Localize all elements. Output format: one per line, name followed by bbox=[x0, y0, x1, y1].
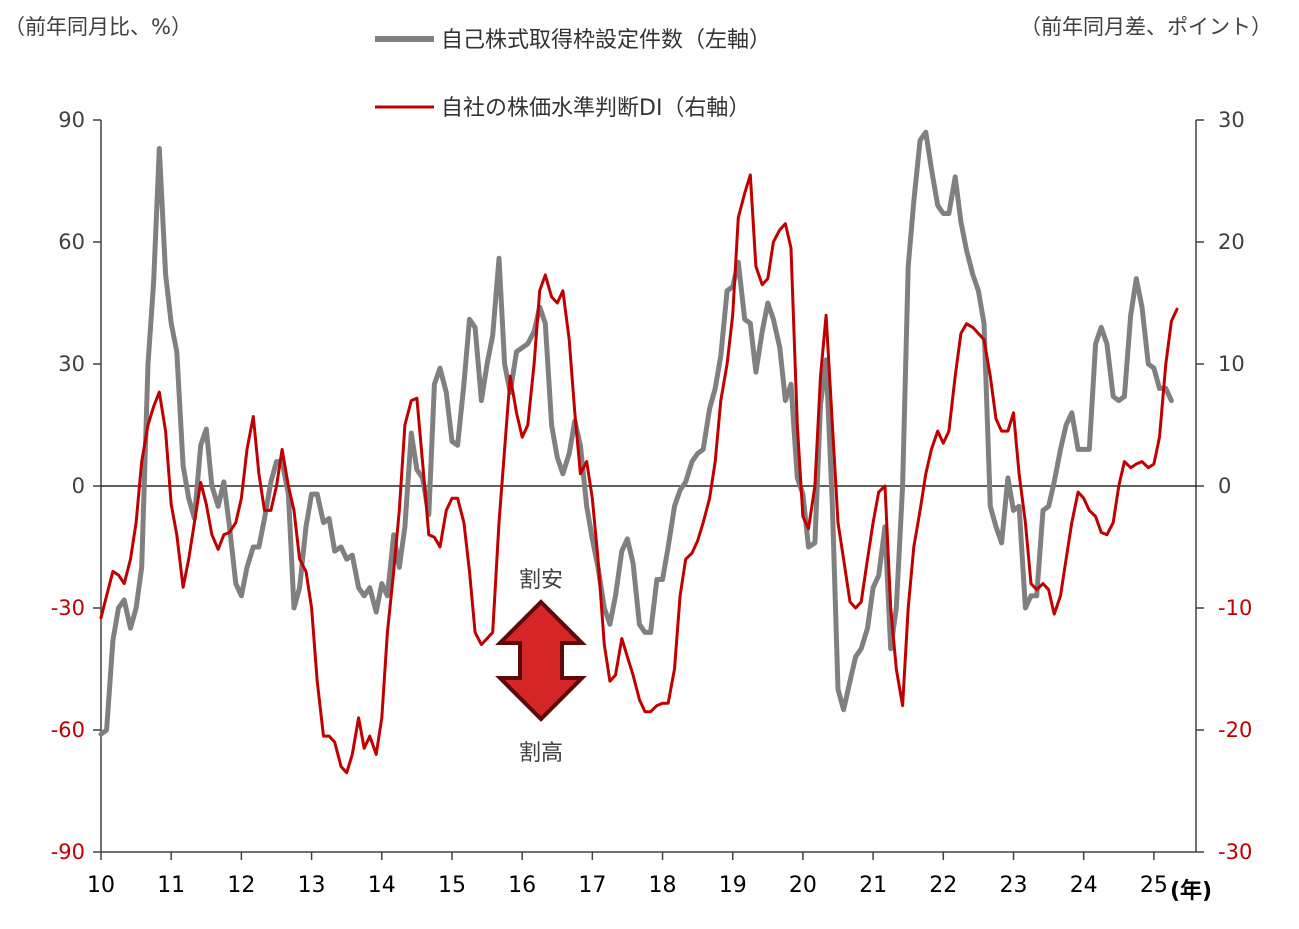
double-arrow-icon bbox=[495, 599, 587, 722]
annotation-expensive-label: 割高 bbox=[519, 741, 563, 766]
x-tick-label: 19 bbox=[719, 873, 747, 898]
x-tick-label: 16 bbox=[508, 873, 536, 898]
x-tick-label: 17 bbox=[578, 873, 606, 898]
x-tick-label: 22 bbox=[929, 873, 957, 898]
right-tick-label: -20 bbox=[1218, 718, 1252, 742]
x-tick-label: 21 bbox=[859, 873, 887, 898]
left-tick-label: 90 bbox=[58, 108, 85, 132]
left-axis-ticks: 90 60 30 0 -30 -60 -90 bbox=[51, 108, 101, 864]
series-line-stock-di bbox=[99, 173, 1179, 775]
x-tick-label: 15 bbox=[438, 873, 466, 898]
right-axis-unit-label: （前年同月差、ポイント） bbox=[1020, 15, 1272, 39]
x-axis-ticks: 10 11 12 13 14 15 16 17 18 19 20 21 22 23 24 25 bbox=[87, 852, 1168, 898]
series-line-buyback bbox=[98, 129, 1174, 737]
x-tick-label: 18 bbox=[649, 873, 677, 898]
x-tick-label: 25 bbox=[1140, 873, 1168, 898]
right-tick-label: 10 bbox=[1218, 352, 1245, 376]
left-tick-label: 60 bbox=[58, 230, 85, 254]
legend-label-buyback: 自己株式取得枠設定件数（左軸） bbox=[441, 28, 771, 53]
legend-label-stock-di: 自社の株価水準判断DI（右軸） bbox=[441, 96, 750, 121]
x-tick-label: 13 bbox=[298, 873, 326, 898]
left-tick-label: 0 bbox=[72, 474, 85, 498]
left-tick-label: -90 bbox=[51, 840, 85, 864]
legend: 自己株式取得枠設定件数（左軸） 自社の株価水準判断DI（右軸） bbox=[375, 28, 771, 121]
left-axis-unit-label: （前年同月比、%） bbox=[4, 15, 192, 39]
x-tick-label: 24 bbox=[1070, 873, 1098, 898]
x-tick-label: 20 bbox=[789, 873, 817, 898]
annotation-cheap-label: 割安 bbox=[519, 568, 563, 593]
x-tick-label: 14 bbox=[368, 873, 396, 898]
left-tick-label: -60 bbox=[51, 718, 85, 742]
x-tick-label: 23 bbox=[1000, 873, 1028, 898]
right-tick-label: 20 bbox=[1218, 230, 1245, 254]
right-tick-label: 30 bbox=[1218, 108, 1245, 132]
left-tick-label: 30 bbox=[58, 352, 85, 376]
x-tick-label: 10 bbox=[87, 873, 115, 898]
right-axis-ticks: 30 20 10 0 -10 -20 -30 bbox=[1196, 108, 1252, 864]
x-tick-label: 12 bbox=[227, 873, 255, 898]
right-tick-label: -10 bbox=[1218, 596, 1252, 620]
right-tick-label: 0 bbox=[1218, 474, 1231, 498]
cheap-expensive-annotation: 割安 割高 bbox=[495, 568, 587, 766]
left-tick-label: -30 bbox=[51, 596, 85, 620]
x-axis-unit-label: (年) bbox=[1170, 878, 1212, 904]
x-tick-label: 11 bbox=[157, 873, 185, 898]
right-tick-label: -30 bbox=[1218, 840, 1252, 864]
